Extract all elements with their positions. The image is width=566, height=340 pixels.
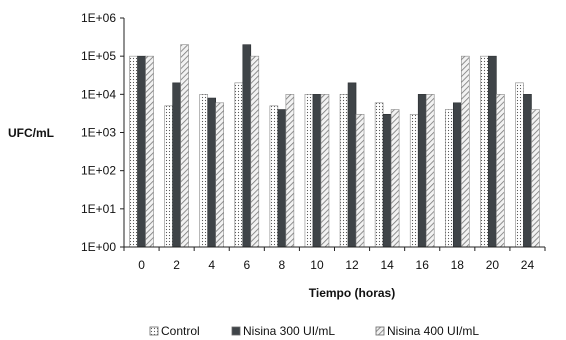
y-tick-label: 1E+00 [81,240,116,254]
bar-dots-10 [304,94,314,248]
bar-dots-12 [339,94,349,248]
bar-solid-20 [488,55,497,248]
legend-swatch-solid [231,326,241,336]
bar-solid-6 [242,44,252,248]
bar-diagonal-8 [285,94,295,248]
bar-solid-10 [312,94,322,248]
y-tick-label: 1E+06 [81,11,116,25]
x-tick-label: 20 [486,258,500,272]
bar-solid-14 [382,113,392,248]
bar-solid-24 [523,94,532,248]
bar-diagonal-20 [496,94,505,248]
bar-dots-6 [234,82,244,248]
x-tick-label: 0 [138,258,145,272]
x-tick-label: 6 [243,258,250,272]
y-tick-label: 1E+04 [81,87,116,101]
x-tick-label: 10 [310,258,324,272]
bar-solid-18 [452,102,462,248]
legend-label: Nisina 300 UI/mL [243,324,335,338]
bar-dots-0 [129,55,138,248]
bar-dots-2 [164,105,173,248]
x-tick-label: 16 [416,258,430,272]
bar-diagonal-14 [390,109,400,248]
bar-diagonal-2 [180,44,189,248]
bar-dots-24 [515,82,524,248]
bar-solid-8 [277,109,287,248]
bar-diagonal-12 [355,113,365,248]
bar-dots-4 [199,94,209,248]
bar-diagonal-18 [460,55,470,248]
legend-swatch-dots [149,326,159,336]
x-tick-label: 14 [380,258,394,272]
x-tick-label: 12 [345,258,359,272]
y-tick-label: 1E+03 [81,126,116,140]
bar-diagonal-0 [145,55,154,248]
y-tick-label: 1E+01 [81,202,116,216]
y-tick-label: 1E+02 [81,164,116,178]
legend-label: Nisina 400 UI/mL [387,324,479,338]
bar-solid-2 [172,82,181,248]
bar-diagonal-4 [215,102,225,248]
bar-dots-20 [480,55,489,248]
legend-swatch-diagonal [375,326,385,336]
bar-solid-0 [137,55,146,248]
y-axis: 1E+00 1E+01 1E+02 1E+03 1E+04 1E+05 1E+06 [81,11,125,254]
bar-dots-14 [374,102,384,248]
bar-dots-18 [444,109,454,248]
bar-dots-8 [269,105,279,248]
bar-diagonal-16 [425,94,435,248]
bar-solid-16 [417,94,427,248]
bars [129,44,540,248]
bar-diagonal-10 [320,94,330,248]
x-tick-label: 8 [279,258,286,272]
x-axis-title: Tiempo (horas) [309,286,395,300]
bar-diagonal-6 [250,55,260,248]
x-tick-label: 2 [173,258,180,272]
y-axis-title: UFC/mL [8,126,54,140]
bar-dots-16 [409,113,419,248]
bar-diagonal-24 [531,109,540,248]
legend-label: Control [161,324,200,338]
legend: Control Nisina 300 UI/mL Nisina 400 UI/mL [149,324,479,338]
x-tick-label: 4 [208,258,215,272]
y-tick-label: 1E+05 [81,49,116,63]
x-tick-label: 24 [521,258,535,272]
x-tick-label: 18 [451,258,465,272]
bar-solid-12 [347,82,357,248]
bar-solid-4 [207,97,217,248]
x-axis: 0 2 4 6 8 10 12 14 16 18 20 24 [123,246,546,272]
